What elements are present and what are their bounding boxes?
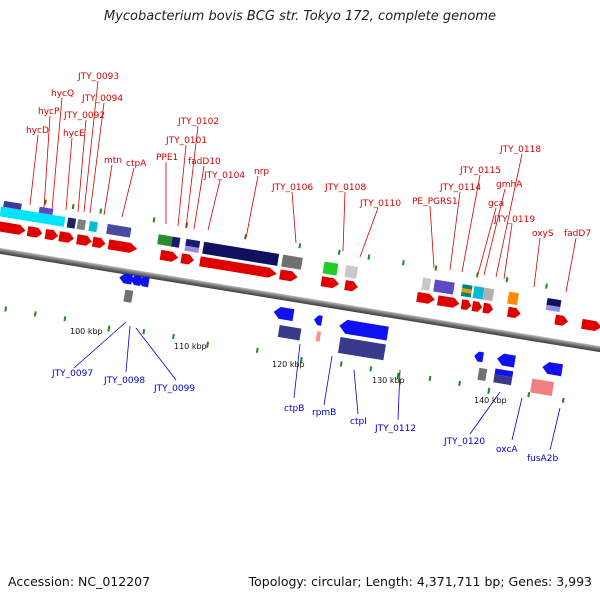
- gene-label-JTY_0119: JTY_0119: [493, 215, 535, 225]
- tick-marks-reverse: [4, 306, 565, 403]
- cds-arrow: [138, 276, 150, 288]
- gene-label-JTY_0118: JTY_0118: [499, 145, 541, 155]
- gene-label-JTY_0115: JTY_0115: [459, 166, 501, 176]
- gene-label-hycP: hycP: [38, 107, 60, 117]
- cds-arrow: [273, 306, 295, 322]
- gene-label-JTY_0098: JTY_0098: [103, 376, 145, 386]
- forward-leader-lines: [29, 80, 577, 293]
- cds-arrow: [0, 221, 26, 235]
- gene-label-JTY_0120: JTY_0120: [443, 437, 485, 447]
- gene-label-JTY_0112: JTY_0112: [374, 424, 416, 434]
- cds-arrow: [471, 300, 483, 312]
- reverse-leader-lines: [73, 321, 561, 451]
- cds-arrow: [314, 315, 323, 326]
- cds-arrow: [107, 239, 138, 253]
- gene-label-JTY_0092: JTY_0092: [63, 111, 105, 121]
- gene-label-JTY_0114: JTY_0114: [439, 183, 481, 193]
- scale-label: 140 kbp: [474, 396, 507, 405]
- reverse-gene-labels: JTY_0097 JTY_0098 JTY_0099 ctpB rpmB ctp…: [51, 369, 558, 464]
- gene-label-PE_PGRS1: PE_PGRS1: [412, 197, 458, 207]
- cds-arrow: [542, 362, 564, 377]
- genome-backbone: [0, 242, 600, 365]
- gene-label-JTY_0104: JTY_0104: [203, 171, 245, 181]
- gene-label-JTY_0108: JTY_0108: [324, 183, 366, 193]
- gene-label-JTY_0097: JTY_0097: [51, 369, 93, 379]
- cds-arrow: [26, 226, 43, 238]
- cds-arrow: [58, 231, 74, 243]
- cds-arrow: [159, 249, 179, 262]
- cds-arrow: [497, 353, 516, 368]
- cds-arrow: [91, 236, 106, 248]
- cds-arrow: [507, 306, 521, 318]
- cds-arrow: [436, 295, 460, 308]
- scale-label: 120 kbp: [272, 360, 305, 369]
- forward-gene-labels: hycD hycP hycQ hycE JTY_0092 JTY_0093 JT…: [26, 72, 591, 239]
- cds-arrow: [482, 302, 494, 314]
- scale-label: 100 kbp: [70, 327, 103, 336]
- gene-label-nrp: nrp: [254, 167, 269, 177]
- gene-label-JTY_0102: JTY_0102: [177, 117, 219, 127]
- cds-arrow: [554, 314, 569, 326]
- gene-label-rpmB: rpmB: [312, 408, 336, 418]
- gene-label-JTY_0106: JTY_0106: [271, 183, 313, 193]
- cds-arrow: [344, 280, 358, 292]
- cds-arrow: [460, 299, 472, 311]
- gene-label-hycQ: hycQ: [51, 89, 74, 99]
- gene-label-PPE1: PPE1: [156, 153, 178, 163]
- gene-label-fadD10: fadD10: [188, 157, 221, 167]
- topology-summary: Topology: circular; Length: 4,371,711 bp…: [248, 574, 592, 589]
- gene-label-hycE: hycE: [63, 129, 85, 139]
- cds-arrow: [416, 291, 435, 304]
- cds-arrow: [320, 276, 340, 289]
- gene-label-fusA2b: fusA2b: [527, 454, 558, 464]
- reverse-feature-blocks: [123, 289, 555, 396]
- gene-label-oxcA: oxcA: [496, 445, 518, 455]
- accession-text: Accession: NC_012207: [8, 574, 151, 589]
- gene-label-JTY_0101: JTY_0101: [165, 136, 207, 146]
- gene-label-gmhA: gmhA: [496, 180, 523, 190]
- gene-label-ctpI: ctpI: [350, 417, 367, 427]
- scale-label: 110 kbp: [174, 342, 207, 351]
- gene-label-JTY_0099: JTY_0099: [153, 384, 195, 394]
- gene-label-JTY_0093: JTY_0093: [77, 72, 119, 82]
- gene-label-hycD: hycD: [26, 126, 49, 136]
- gene-label-oxyS: oxyS: [532, 229, 554, 239]
- gene-label-JTY_0110: JTY_0110: [359, 199, 401, 209]
- cds-arrow: [279, 269, 298, 282]
- scale-label: 130 kbp: [372, 376, 405, 385]
- cds-arrow: [44, 229, 59, 241]
- forward-feature-blocks: [0, 200, 562, 313]
- gene-label-gca: gca: [488, 199, 504, 209]
- gene-label-mtn: mtn: [104, 156, 122, 166]
- gene-label-ctpB: ctpB: [284, 404, 304, 414]
- forward-cds-track: [0, 221, 600, 332]
- cds-arrow: [199, 256, 277, 278]
- cds-arrow: [130, 275, 142, 286]
- map-title: Mycobacterium bovis BCG str. Tokyo 172, …: [104, 9, 496, 24]
- cds-arrow: [180, 253, 195, 265]
- cds-arrow: [76, 234, 92, 246]
- cds-arrow: [119, 273, 133, 285]
- cds-arrow: [339, 319, 389, 341]
- cds-arrow: [581, 318, 600, 332]
- gene-label-fadD7: fadD7: [564, 229, 591, 239]
- reverse-cds-track: [119, 273, 564, 377]
- cds-arrow: [474, 351, 484, 363]
- gene-label-ctpA: ctpA: [126, 159, 147, 169]
- scale-labels: 100 kbp 110 kbp 120 kbp 130 kbp 140 kbp: [70, 327, 507, 405]
- gene-label-JTY_0094: JTY_0094: [81, 94, 123, 104]
